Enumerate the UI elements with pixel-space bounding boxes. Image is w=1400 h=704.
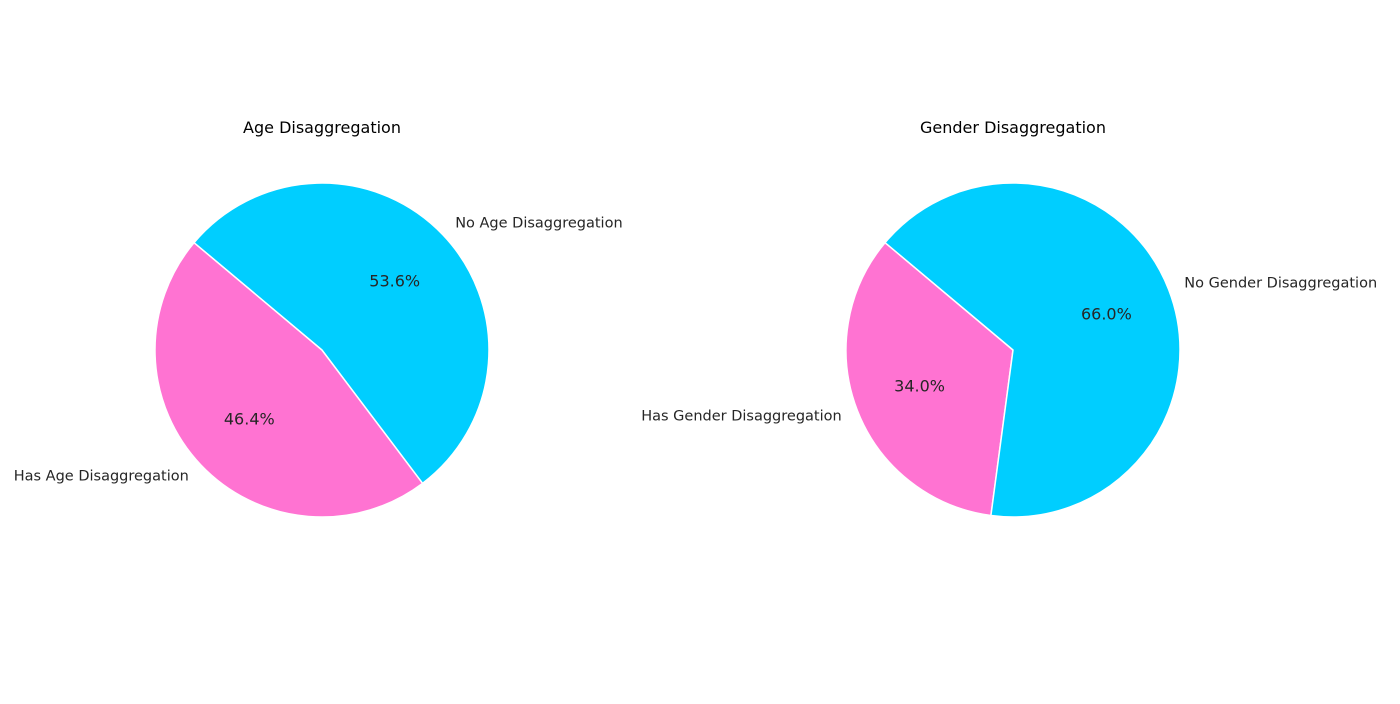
slice-pct-no-gender: 66.0% [1081,304,1132,323]
gender-pie-chart: Gender Disaggregation Has Gender Disaggr… [641,118,1377,518]
age-chart-title: Age Disaggregation [243,118,401,137]
slice-label-has-gender: Has Gender Disaggregation [641,408,841,424]
slice-pct-no-age: 53.6% [369,272,420,291]
age-pie-chart: Age Disaggregation Has Age Disaggregatio… [14,118,623,518]
slice-pct-has-gender: 34.0% [894,377,945,396]
pie-slice-0-0 [154,241,424,518]
slice-label-no-gender: No Gender Disaggregation [1184,276,1377,292]
slice-label-no-age: No Age Disaggregation [455,216,622,232]
pie-slice-1-0 [845,241,1014,517]
pie-slice-1-1 [884,182,1181,518]
pie-slice-0-1 [193,182,490,485]
slice-pct-has-age: 46.4% [224,410,275,429]
gender-chart-title: Gender Disaggregation [920,118,1106,137]
slice-label-has-age: Has Age Disaggregation [14,469,189,485]
